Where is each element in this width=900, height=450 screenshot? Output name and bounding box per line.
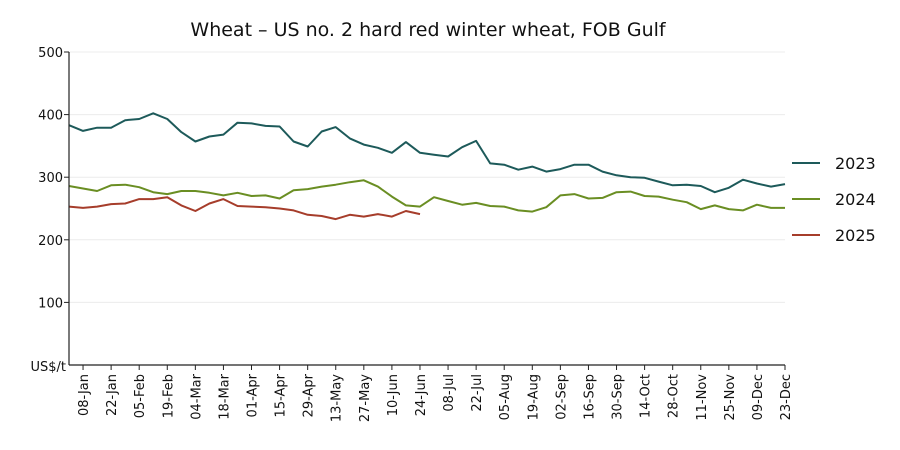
x-tick-label-18-Mar: 18-Mar [217, 373, 232, 419]
x-tick-label-05-Aug: 05-Aug [498, 374, 513, 420]
x-tick-label-05-Feb: 05-Feb [133, 374, 148, 418]
legend-label-2023: 2023 [835, 154, 876, 173]
x-tick-label-01-Apr: 01-Apr [246, 373, 261, 417]
x-tick-label-19-Aug: 19-Aug [526, 374, 541, 420]
y-tick-labels: 100 200 300 400 500 [38, 46, 63, 311]
x-tick-label-27-May: 27-May [358, 374, 373, 422]
x-tick-label-11-Nov: 11-Nov [695, 374, 710, 421]
x-tick-label-15-Apr: 15-Apr [274, 373, 289, 417]
x-tick-label-09-Dec: 09-Dec [751, 374, 766, 420]
series-line-2023 [68, 112, 786, 194]
x-tick-label-30-Sep: 30-Sep [611, 374, 626, 420]
legend-label-2025: 2025 [835, 226, 876, 245]
x-tick-label-13-May: 13-May [330, 374, 345, 422]
y-tick-label-500: 500 [38, 46, 63, 61]
legend-label-2024: 2024 [835, 190, 876, 209]
x-tick-label-23-Dec: 23-Dec [779, 374, 794, 420]
gridlines [69, 51, 785, 303]
x-tick-label-10-Jun: 10-Jun [386, 374, 401, 416]
y-tick-label-300: 300 [38, 171, 63, 186]
x-tick-label-08-Jul: 08-Jul [442, 374, 457, 412]
x-tick-label-19-Feb: 19-Feb [161, 374, 176, 418]
x-tick-label-14-Oct: 14-Oct [639, 374, 654, 418]
x-tick-label-16-Sep: 16-Sep [583, 374, 598, 420]
axes [64, 51, 786, 370]
series-line-2025 [68, 196, 421, 221]
series-line-2024 [68, 179, 785, 213]
chart-title: Wheat – US no. 2 hard red winter wheat, … [190, 19, 666, 41]
x-tick-label-29-Apr: 29-Apr [302, 373, 317, 417]
y-tick-label-200: 200 [38, 234, 63, 249]
x-tick-labels: 08-Jan 22-Jan 05-Feb 19-Feb 04-Mar 18-Mar 01-A… [77, 373, 794, 422]
x-tick-label-22-Jul: 22-Jul [470, 374, 485, 412]
x-tick-label-02-Sep: 02-Sep [554, 374, 569, 420]
x-tick-label-08-Jan: 08-Jan [77, 374, 92, 416]
x-tick-label-28-Oct: 28-Oct [667, 374, 682, 418]
y-tick-label-400: 400 [38, 109, 63, 124]
y-tick-label-100: 100 [38, 296, 63, 311]
legend: 2023 2024 2025 [792, 154, 876, 245]
x-tick-label-24-Jun: 24-Jun [414, 374, 429, 416]
y-axis-unit-label: US$/t [30, 360, 66, 375]
series-lines [68, 112, 786, 221]
x-tick-label-04-Mar: 04-Mar [189, 373, 204, 419]
x-tick-label-22-Jan: 22-Jan [105, 374, 120, 416]
x-tick-label-25-Nov: 25-Nov [723, 374, 738, 421]
